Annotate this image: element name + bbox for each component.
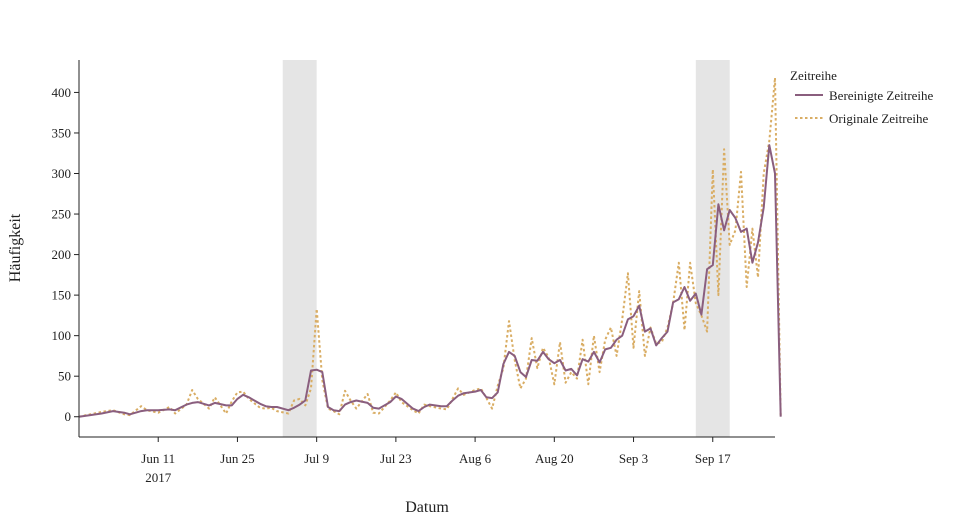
y-ticks: 0 50 100 150 200 250 300 350 400 bbox=[52, 85, 79, 424]
series-line-original bbox=[78, 76, 782, 418]
x-tick-label-7: Sep 3 bbox=[619, 451, 648, 466]
x-ticks: Jun 11 2017 Jun 25 Jul 9 Jul 23 Aug 6 Aug 20 Se… bbox=[141, 437, 731, 485]
y-tick-label-250: 250 bbox=[52, 207, 72, 222]
series-line-bereinigt bbox=[78, 144, 782, 418]
y-axis-label: Häufigkeit bbox=[7, 213, 24, 282]
x-tick-label-5: Aug 6 bbox=[459, 451, 492, 466]
x-tick-label-8: Sep 17 bbox=[695, 451, 731, 466]
y-tick-label-150: 150 bbox=[52, 288, 72, 303]
legend-title: Zeitreihe bbox=[790, 68, 837, 83]
x-tick-label-3: Jul 9 bbox=[304, 451, 329, 466]
shaded-regions bbox=[282, 60, 730, 437]
y-tick-label-400: 400 bbox=[52, 85, 72, 100]
x-tick-label-2: Jun 25 bbox=[220, 451, 254, 466]
x-tick-label-4: Jul 23 bbox=[380, 451, 411, 466]
shaded-region-2 bbox=[695, 60, 730, 437]
y-tick-label-50: 50 bbox=[58, 369, 71, 384]
series-layer bbox=[78, 76, 782, 418]
x-tick-sublabel-1: 2017 bbox=[145, 470, 172, 485]
legend-label-2: Originale Zeitreihe bbox=[829, 111, 928, 126]
axes bbox=[78, 60, 775, 438]
x-tick-label-6: Aug 20 bbox=[535, 451, 574, 466]
x-axis-label: Datum bbox=[405, 499, 449, 516]
x-tick-label-1: Jun 11 bbox=[141, 451, 175, 466]
y-tick-label-100: 100 bbox=[52, 328, 72, 343]
y-tick-label-0: 0 bbox=[65, 409, 72, 424]
legend: Zeitreihe Bereinigte Zeitreihe Originale … bbox=[790, 68, 934, 126]
y-tick-label-300: 300 bbox=[52, 166, 72, 181]
y-tick-label-200: 200 bbox=[52, 247, 72, 262]
legend-items: Bereinigte Zeitreihe Originale Zeitreihe bbox=[795, 88, 934, 126]
legend-label-1: Bereinigte Zeitreihe bbox=[829, 88, 934, 103]
y-tick-label-350: 350 bbox=[52, 125, 72, 140]
